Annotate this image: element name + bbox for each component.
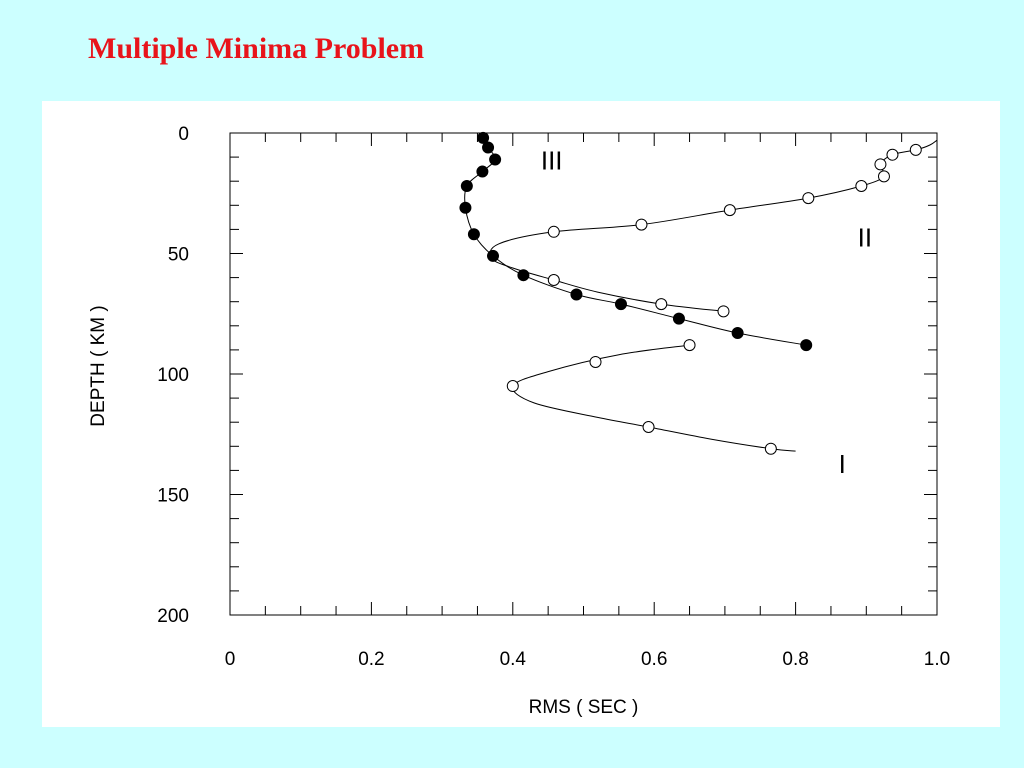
point-ii <box>547 274 560 287</box>
y-tick-labels: 0 50 100 150 200 <box>157 124 189 627</box>
curve-label-ii: II <box>858 223 872 253</box>
point-ii <box>655 298 668 311</box>
x-tick-labels: 0 0.2 0.4 0.6 0.8 1.0 <box>225 649 951 670</box>
x-tick-label: 0.6 <box>641 649 667 670</box>
x-tick-label: 0 <box>225 649 236 670</box>
curve-label-iii: III <box>541 146 563 176</box>
point-ii <box>802 192 815 205</box>
x-axis-title: RMS ( SEC ) <box>529 697 639 718</box>
point-iii <box>731 327 744 340</box>
point-ii <box>886 148 899 161</box>
x-tick-label: 0.8 <box>782 649 808 670</box>
markers <box>459 131 922 455</box>
y-tick-label: 0 <box>178 124 189 145</box>
point-iii <box>459 201 472 214</box>
y-axis-title: DEPTH ( KM ) <box>88 305 109 426</box>
y-tick-label: 200 <box>157 606 189 627</box>
point-iii <box>614 298 627 311</box>
point-i <box>506 380 519 393</box>
point-i <box>642 421 655 434</box>
point-iii <box>672 312 685 325</box>
point-ii <box>635 218 648 231</box>
slide-title: Multiple Minima Problem <box>88 32 425 65</box>
point-iii <box>476 165 489 178</box>
point-iii <box>460 180 473 193</box>
axis-ticks <box>229 132 938 616</box>
point-i <box>683 339 696 352</box>
point-iii <box>467 228 480 241</box>
point-ii <box>874 158 887 171</box>
plot-frame <box>229 132 938 616</box>
point-ii <box>909 143 922 156</box>
y-tick-label: 50 <box>168 245 189 266</box>
y-tick-label: 150 <box>157 486 189 507</box>
curve-label-i: I <box>839 449 846 479</box>
x-tick-label: 1.0 <box>924 649 950 670</box>
point-ii <box>723 204 736 217</box>
curve-iii <box>464 137 807 346</box>
point-ii <box>855 180 868 193</box>
point-ii <box>877 170 890 183</box>
point-i <box>589 355 602 368</box>
point-iii <box>800 339 813 352</box>
x-tick-label: 0.4 <box>500 649 527 670</box>
point-ii <box>547 225 560 238</box>
point-i <box>764 442 777 455</box>
point-iii <box>570 288 583 301</box>
curve-i <box>511 344 796 452</box>
point-iii <box>477 131 490 144</box>
point-iii <box>487 249 500 262</box>
chart-panel: 0 0.2 0.4 0.6 0.8 1.0 0 50 100 150 200 III II I RMS… <box>42 101 1000 727</box>
y-tick-label: 100 <box>157 365 189 386</box>
point-iii <box>517 269 530 282</box>
point-iii <box>482 141 495 154</box>
point-iii <box>489 153 502 166</box>
point-ii <box>717 305 730 318</box>
x-tick-label: 0.2 <box>358 649 384 670</box>
